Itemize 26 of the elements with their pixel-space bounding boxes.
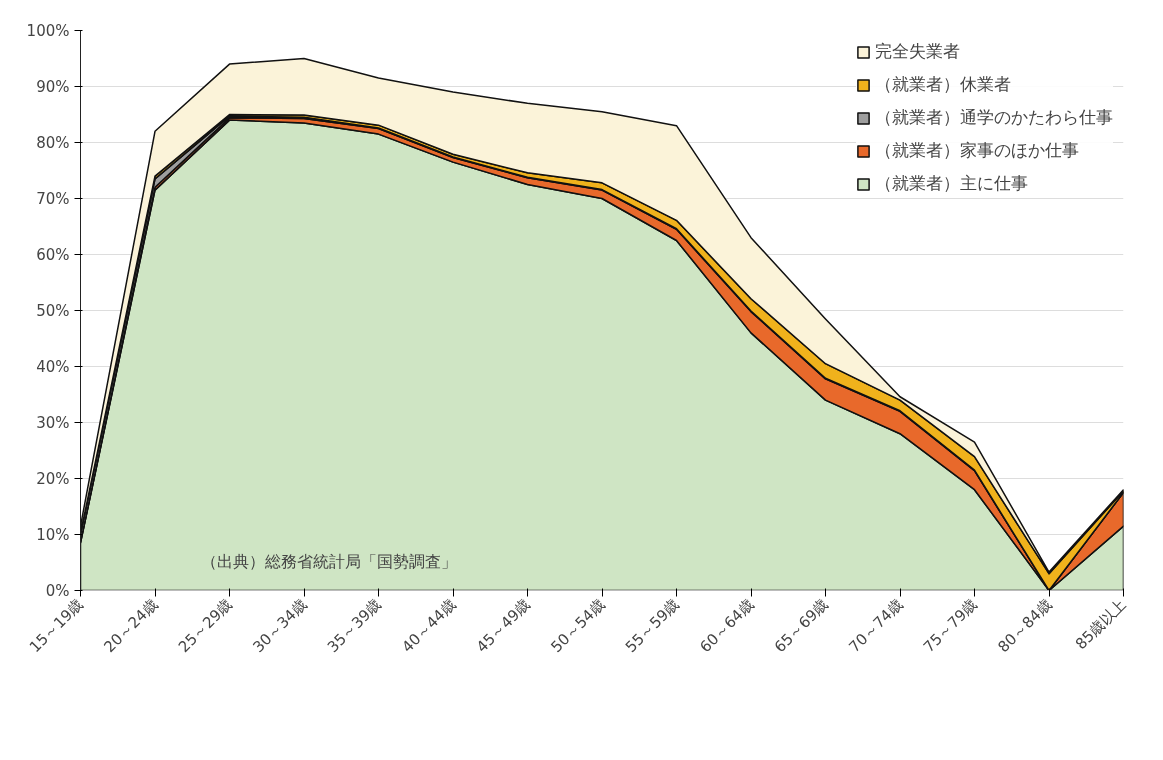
y-tick-label: 80% [36,133,70,152]
y-tick-label: 90% [36,77,70,96]
y-tick-label: 40% [36,357,70,376]
y-tick-label: 60% [36,245,70,264]
y-tick-label: 100% [26,21,70,40]
x-tick-label: 55～59歳 [621,595,683,657]
x-tick-label: 65～69歳 [770,595,832,657]
x-tick-label: 25～29歳 [174,595,236,657]
y-tick-label: 70% [36,189,70,208]
y-tick-label: 30% [36,413,70,432]
x-tick-label: 30～34歳 [249,595,311,657]
x-tick-label: 45～49歳 [472,595,534,657]
y-tick-label: 10% [36,525,70,544]
legend-label: 完全失業者 [875,40,960,63]
x-tick-label: 85歳以上 [1071,595,1130,654]
x-tick-label: 35～39歳 [323,595,385,657]
legend-label: （就業者）休業者 [875,73,1011,96]
y-tick-label: 50% [36,301,70,320]
x-tick-label: 60～64歳 [696,595,758,657]
x-tick-label: 40～44歳 [398,595,460,657]
x-tick-label: 50～54歳 [547,595,609,657]
x-tick-label: 70～74歳 [845,595,907,657]
x-tick-label: 20～24歳 [100,595,162,657]
x-tick-label: 75～79歳 [919,595,981,657]
y-tick-label: 20% [36,469,70,488]
x-tick-label: 80～84歳 [994,595,1056,657]
